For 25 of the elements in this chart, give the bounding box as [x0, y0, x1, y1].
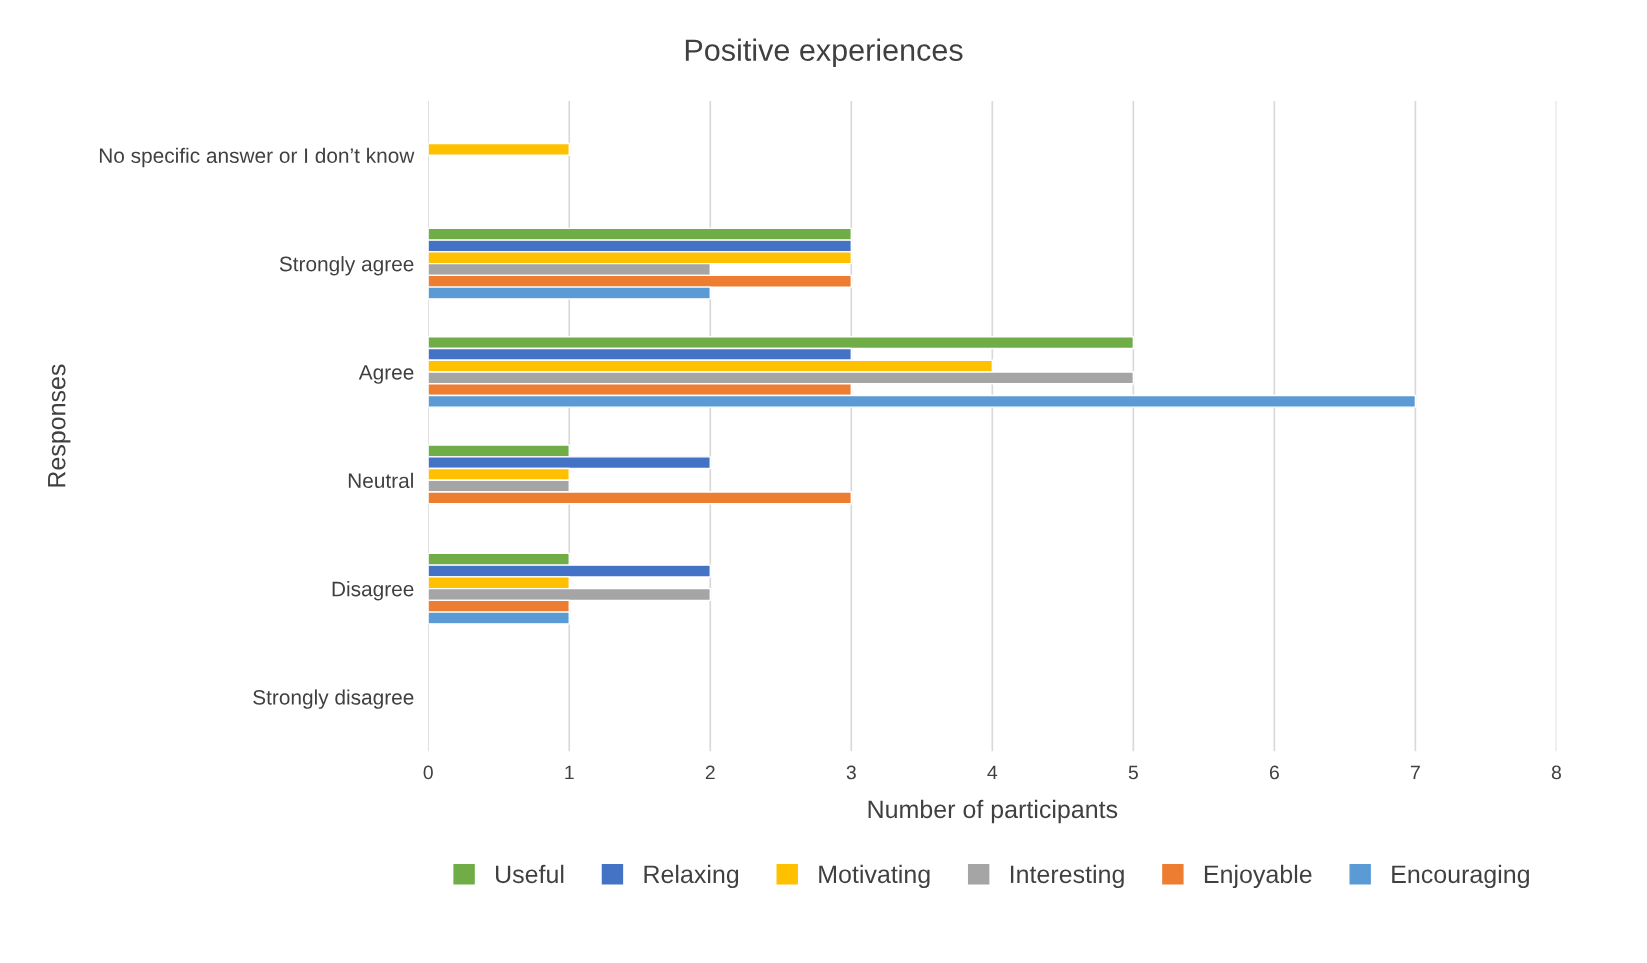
legend-label: Enjoyable: [1204, 864, 1312, 889]
x-tick-label: 8: [1551, 765, 1561, 780]
y-tick-label: Agree: [358, 365, 414, 384]
x-tick-label: 2: [705, 765, 715, 780]
y-tick-label: Strongly agree: [279, 256, 414, 276]
y-axis-title: Responses: [48, 364, 71, 487]
legend-label: Useful: [496, 864, 564, 884]
y-tick-label: No specific answer or I don’t know: [99, 147, 415, 168]
x-tick-label: 4: [987, 765, 998, 780]
legend-label: Interesting: [1010, 864, 1124, 889]
x-tick-label: 3: [846, 765, 856, 780]
legend-label: Encouraging: [1392, 864, 1529, 889]
legend-label: Motivating: [819, 864, 930, 889]
legend-label: Relaxing: [644, 864, 739, 889]
x-tick-label: 5: [1128, 765, 1138, 780]
y-tick-label: Neutral: [348, 472, 413, 489]
chart-title: Positive experiences: [685, 38, 963, 67]
x-axis-title: Number of participants: [868, 799, 1118, 824]
x-tick-label: 1: [565, 765, 574, 780]
bar: [428, 142, 570, 156]
x-tick-label: 6: [1269, 765, 1279, 780]
x-tick-label: 7: [1410, 765, 1420, 780]
x-tick-label: 0: [423, 765, 433, 780]
y-tick-label: Disagree: [332, 581, 414, 601]
y-tick-label: Strongly disagree: [253, 689, 414, 709]
